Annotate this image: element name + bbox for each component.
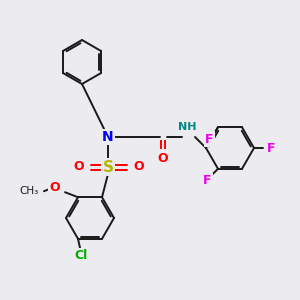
Text: O: O <box>158 152 168 164</box>
Text: N: N <box>102 130 114 144</box>
Text: O: O <box>134 160 144 173</box>
Text: CH₃: CH₃ <box>20 186 39 196</box>
Text: F: F <box>205 133 213 146</box>
Text: S: S <box>103 160 113 175</box>
Text: O: O <box>50 181 60 194</box>
Text: F: F <box>203 174 211 187</box>
Text: F: F <box>267 142 275 154</box>
Text: NH: NH <box>178 122 196 132</box>
Text: Cl: Cl <box>74 249 88 262</box>
Text: O: O <box>74 160 84 173</box>
